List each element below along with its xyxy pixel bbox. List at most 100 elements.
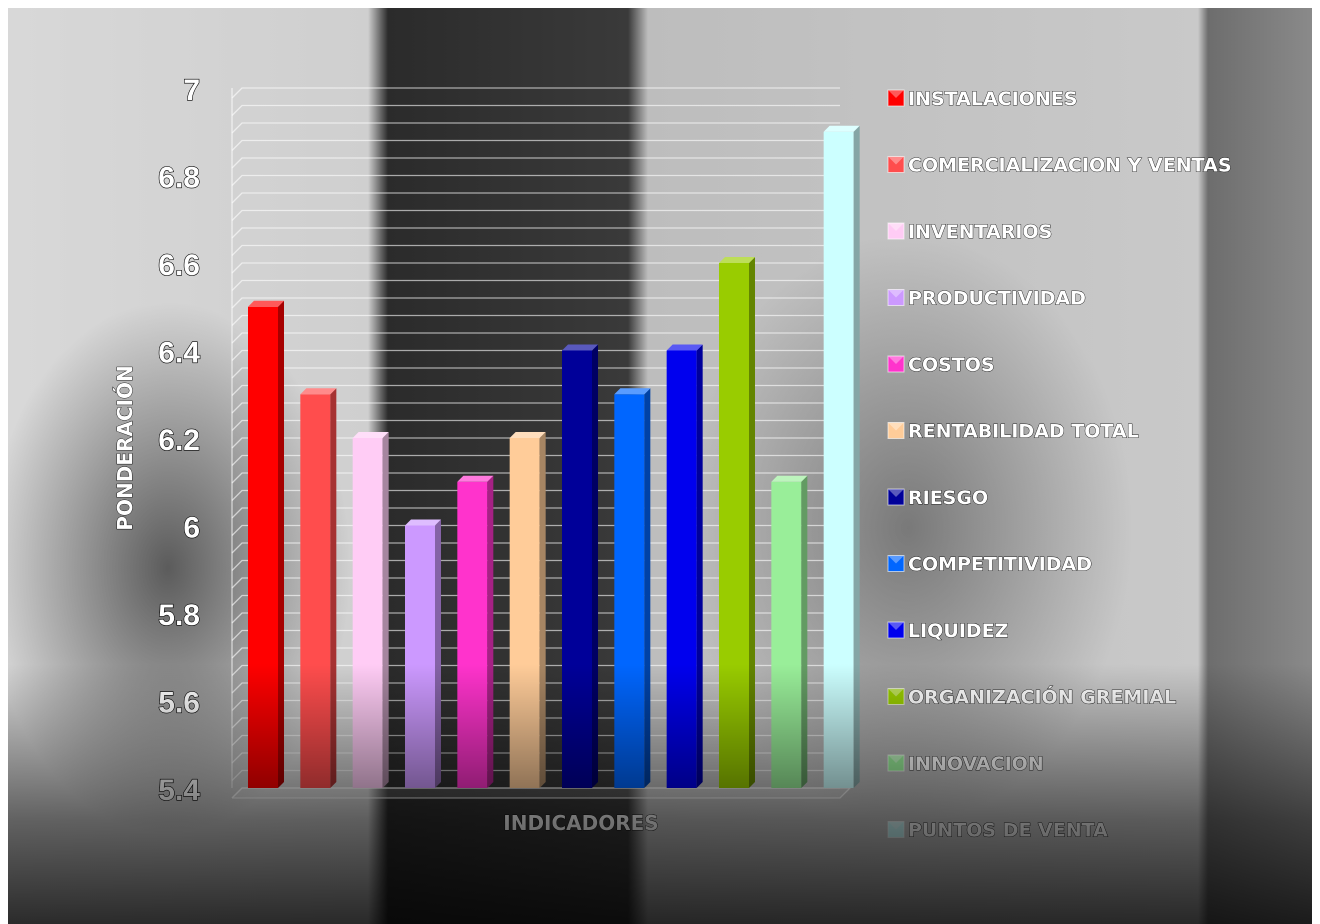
legend-label: LIQUIDEZ [908,620,1008,642]
gridline [231,87,840,99]
gridline [231,174,840,186]
gridline [231,717,840,729]
legend-swatch [887,355,905,373]
bar-front [666,350,697,788]
gridline [231,279,840,291]
chart-frame: 5.4 5.6 5.8 6 6.2 6.4 6.6 6.8 7 INSTALACIONES COM… [8,8,1312,924]
bar-side [539,432,546,788]
bar [405,519,441,788]
legend-swatch-highlight [888,156,904,165]
bar-top [562,344,598,351]
legend-item: ORGANIZACIÓN GREMIAL [887,684,1177,709]
bar-front [823,131,854,788]
legend-item: COSTOS [887,354,995,376]
gridline [231,157,840,169]
bar-side [644,388,651,788]
gridline [231,244,840,256]
bar-side [278,300,284,788]
bar-top [300,388,337,395]
bar [509,432,546,788]
bar [457,475,494,788]
bar-chart: 5.4 5.6 5.8 6 6.2 6.4 6.6 6.8 7 INSTALACIONES COM… [113,73,1232,842]
legend-swatch [887,422,905,439]
bar-top [248,300,284,307]
gridline [231,332,840,344]
bar-front [352,438,383,788]
bar-front [405,525,435,788]
bar-side [487,475,494,788]
legend-label: PRODUCTIVIDAD [908,288,1086,310]
legend-label: RENTABILIDAD TOTAL [908,421,1139,443]
legend-item: PUNTOS DE VENTA [887,819,1109,842]
legend-label: COMERCIALIZACION Y VENTAS [908,155,1232,177]
y-tick-label: 6.2 [158,424,200,457]
gridline [231,209,840,221]
bar-front [300,394,331,788]
bar [352,432,389,788]
legend-label: ORGANIZACIÓN GREMIAL [908,685,1176,709]
legend-swatch-highlight [888,555,904,564]
bar-top [405,519,441,526]
legend-swatch [887,621,905,639]
gridline [231,314,840,326]
bar [562,344,598,788]
legend-swatch-highlight [888,90,904,98]
legend-swatch [887,222,905,240]
y-axis-title: PONDERACIÓN [113,365,137,530]
bar-top [352,432,389,438]
bar-top [666,344,703,351]
legend-swatch-highlight [888,289,904,298]
legend-swatch [887,754,905,772]
bar [719,257,755,788]
bar-top [614,388,651,395]
bar-front [562,350,592,788]
bar [614,388,651,788]
bar-front [771,481,802,788]
legend-label: RIESGO [908,487,988,509]
y-tick-label: 5.4 [158,774,200,807]
bar-top [509,432,546,438]
gridline [231,349,840,361]
legend-swatch-highlight [888,821,904,830]
y-axis-ticks: 5.4 5.6 5.8 6 6.2 6.4 6.6 6.8 7 [158,73,201,807]
bar-front [248,306,278,788]
legend-swatch-highlight [888,356,904,364]
bar-side [592,344,598,788]
y-tick-label: 5.6 [158,687,200,720]
legend-item: COMERCIALIZACION Y VENTAS [887,154,1232,177]
legend-item: INVENTARIOS [887,221,1053,243]
bar-side [382,432,389,788]
gridline [231,192,840,204]
bar-side [801,475,808,788]
legend-swatch-highlight [888,755,904,763]
legend-label: INSTALACIONES [908,88,1077,110]
bar-side [696,344,703,788]
legend-label: COMPETITIVIDAD [908,554,1092,576]
legend-swatch-highlight [888,622,904,630]
bar [771,475,808,788]
gridline [231,139,840,151]
bar-front [509,438,540,788]
bar-side [330,388,337,788]
gridline [231,734,840,746]
gridline [231,682,840,694]
legend-swatch-highlight [888,489,904,497]
bar [300,388,337,788]
gridline [231,227,840,239]
legend-swatch [887,488,905,506]
y-tick-label: 7 [183,74,200,107]
bar [248,300,284,788]
legend-item: RIESGO [887,487,989,509]
legend-swatch [887,555,905,572]
bar [823,125,860,788]
legend-label: PUNTOS DE VENTA [908,820,1108,842]
legend: INSTALACIONES COMERCIALIZACION Y VENTAS IN… [887,88,1232,842]
bar-front [614,394,645,788]
legend-swatch [887,289,905,306]
legend-swatch [887,688,905,705]
gridline [231,367,840,379]
bar-side [749,257,755,788]
legend-item: PRODUCTIVIDAD [887,287,1086,310]
bar-front [719,263,749,788]
legend-item: INSTALACIONES [887,88,1078,110]
